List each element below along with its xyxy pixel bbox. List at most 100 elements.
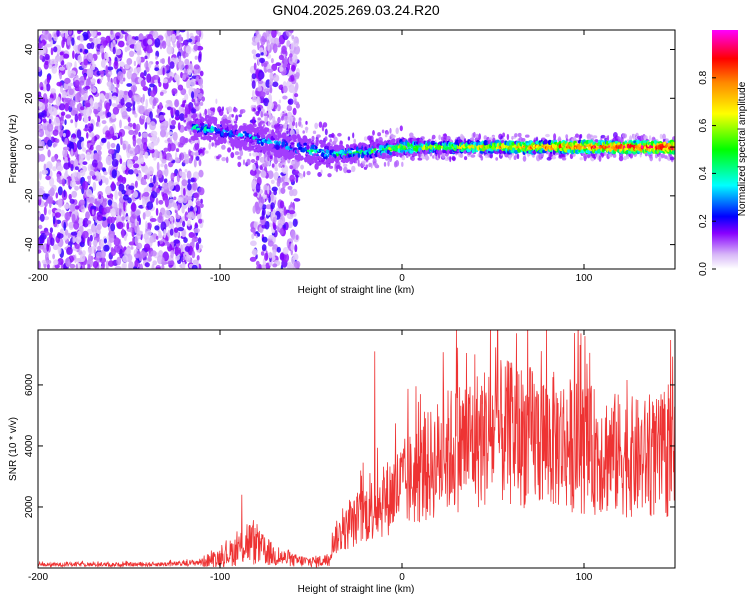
noise-cell — [50, 47, 54, 56]
noise-cell — [97, 31, 102, 36]
noise-cell — [76, 129, 82, 139]
noise-cell — [44, 201, 48, 207]
noise-cell — [48, 97, 54, 104]
noise-cell — [53, 107, 58, 117]
halo-cell — [267, 120, 271, 127]
noise-cell — [79, 241, 85, 248]
noise-cell — [160, 125, 168, 131]
noise-cell — [170, 107, 174, 117]
noise-cell — [272, 81, 279, 88]
noise-cell — [92, 240, 98, 246]
halo-cell — [252, 108, 256, 112]
halo-cell — [617, 136, 622, 142]
halo-cell — [489, 152, 494, 159]
noise-cell — [177, 122, 181, 131]
noise-cell — [123, 201, 126, 212]
noise-cell — [171, 119, 177, 126]
noise-cell — [165, 64, 170, 71]
noise-cell — [77, 30, 84, 33]
noise-cell — [265, 204, 272, 210]
noise-cell — [294, 244, 298, 253]
halo-cell — [370, 162, 373, 169]
noise-cell — [60, 209, 65, 217]
halo-cell — [282, 164, 285, 168]
noise-cell — [74, 236, 82, 244]
halo-cell — [381, 129, 385, 134]
noise-cell — [123, 234, 127, 242]
noise-cell — [193, 44, 199, 51]
noise-cell — [58, 103, 66, 111]
halo-cell — [316, 134, 321, 138]
noise-cell — [181, 194, 188, 204]
halo-cell — [339, 140, 343, 145]
noise-cell — [180, 253, 184, 263]
noise-cell — [88, 33, 92, 37]
halo-cell — [553, 133, 557, 141]
halo-cell — [183, 119, 186, 123]
noise-cell — [295, 72, 300, 78]
halo-cell — [237, 161, 242, 168]
noise-cell — [123, 125, 131, 130]
noise-cell — [69, 198, 75, 204]
noise-cell — [129, 39, 137, 45]
noise-cell — [92, 181, 97, 191]
noise-cell — [148, 182, 154, 188]
noise-cell — [123, 30, 131, 33]
noise-cell — [110, 247, 114, 253]
noise-cell — [195, 75, 199, 82]
noise-cell — [177, 204, 180, 210]
noise-cell — [190, 78, 196, 87]
noise-cell — [174, 157, 180, 164]
noise-cell — [181, 206, 185, 214]
noise-cell — [169, 124, 176, 130]
noise-cell — [115, 152, 120, 162]
noise-cell — [108, 126, 114, 135]
noise-cell — [105, 185, 112, 196]
halo-cell — [255, 152, 259, 156]
signal-cell — [310, 159, 315, 165]
halo-cell — [452, 156, 456, 162]
noise-cell — [128, 261, 134, 269]
noise-cell — [269, 86, 273, 94]
noise-cell — [140, 79, 146, 88]
noise-cell — [53, 116, 61, 127]
halo-cell — [401, 155, 406, 161]
noise-cell — [63, 221, 66, 231]
noise-cell — [57, 165, 64, 172]
noise-cell — [108, 260, 114, 267]
noise-cell — [106, 112, 112, 118]
signal-cell — [252, 136, 256, 140]
noise-cell — [64, 30, 69, 39]
halo-cell — [185, 117, 190, 121]
noise-cell — [257, 232, 261, 237]
noise-cell — [74, 158, 78, 167]
noise-cell — [148, 48, 153, 54]
halo-cell — [286, 130, 289, 135]
noise-cell — [267, 185, 270, 195]
noise-cell — [133, 60, 137, 67]
halo-cell — [215, 98, 218, 105]
noise-cell — [100, 59, 106, 68]
noise-cell — [108, 84, 115, 92]
noise-cell — [156, 161, 160, 172]
noise-cell — [116, 143, 121, 154]
noise-cell — [277, 219, 283, 228]
noise-cell — [104, 177, 109, 185]
noise-cell — [142, 93, 145, 103]
noise-cell — [260, 52, 264, 56]
noise-cell — [169, 228, 174, 236]
noise-cell — [184, 254, 191, 262]
noise-cell — [149, 90, 156, 97]
noise-cell — [295, 234, 299, 240]
noise-cell — [167, 142, 172, 152]
noise-cell — [161, 40, 167, 49]
noise-cell — [144, 243, 151, 252]
noise-cell — [146, 257, 152, 262]
noise-cell — [82, 147, 87, 152]
noise-cell — [179, 170, 183, 176]
noise-cell — [276, 246, 281, 253]
noise-cell — [290, 57, 293, 62]
noise-cell — [118, 183, 125, 193]
noise-cell — [66, 62, 72, 70]
noise-cell — [64, 212, 71, 221]
